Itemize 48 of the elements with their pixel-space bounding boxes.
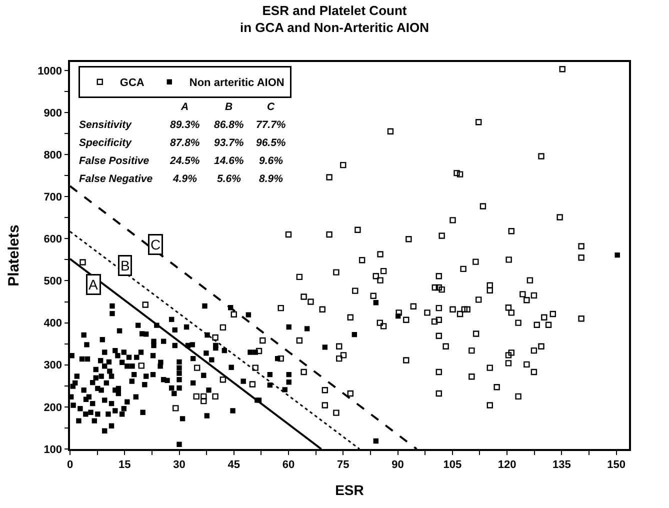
annotation: 14.6%: [214, 155, 244, 167]
y-tick-label: 300: [44, 360, 62, 372]
x-tick-label: 60: [282, 458, 295, 471]
legend-label: Non arteritic AION: [189, 77, 284, 90]
annotation: A: [88, 276, 98, 292]
y-tick-label: 700: [44, 191, 62, 204]
annotation: 77.7%: [256, 119, 286, 131]
y-tick-label: 200: [44, 402, 62, 414]
annotation: B: [120, 258, 130, 274]
annotation: 93.7%: [214, 137, 244, 149]
annotation: C: [267, 101, 275, 113]
x-tick-label: 15: [118, 458, 131, 471]
y-tick-label: 400: [44, 318, 62, 330]
y-tick-label: 500: [44, 276, 62, 288]
annotation: 9.6%: [259, 155, 284, 167]
annotation: Sensitivity: [79, 119, 133, 131]
y-axis-title: Platelets: [5, 224, 22, 286]
x-tick-label: 30: [173, 458, 186, 471]
annotation: False Positive: [79, 155, 150, 167]
legend-label: GCA: [120, 77, 144, 90]
y-tick-label: 600: [44, 234, 62, 246]
x-tick-label: 105: [443, 458, 462, 471]
annotation: A: [180, 101, 189, 113]
x-tick-label: 135: [552, 458, 571, 471]
y-tick-label: 1000: [38, 65, 62, 78]
x-tick-label: 75: [337, 458, 350, 471]
x-tick-label: 45: [228, 458, 240, 471]
y-tick-label: 100: [44, 444, 62, 456]
annotation: 96.5%: [256, 137, 286, 149]
annotation: 8.9%: [259, 173, 284, 185]
x-tick-label: 120: [498, 458, 516, 471]
annotation: C: [150, 236, 161, 252]
annotation: 5.6%: [217, 173, 242, 185]
annotation: 89.3%: [170, 119, 200, 131]
annotation: B: [225, 101, 233, 113]
x-tick-label: 0: [66, 458, 74, 471]
annotation: 4.9%: [172, 173, 198, 185]
chart-title: ESR and Platelet Count in GCA and Non-Arteritic AION: [240, 3, 429, 36]
annotation: 24.5%: [169, 155, 200, 167]
y-tick-label: 800: [44, 149, 62, 162]
annotation: Specificity: [79, 137, 133, 149]
x-axis-title: ESR: [335, 482, 364, 498]
annotation: False Negative: [79, 173, 153, 185]
y-tick-label: 900: [44, 107, 62, 120]
x-tick-label: 90: [392, 458, 404, 471]
x-tick-label: 150: [607, 458, 626, 471]
annotation: 87.8%: [170, 137, 200, 149]
annotation: 86.8%: [214, 119, 244, 131]
